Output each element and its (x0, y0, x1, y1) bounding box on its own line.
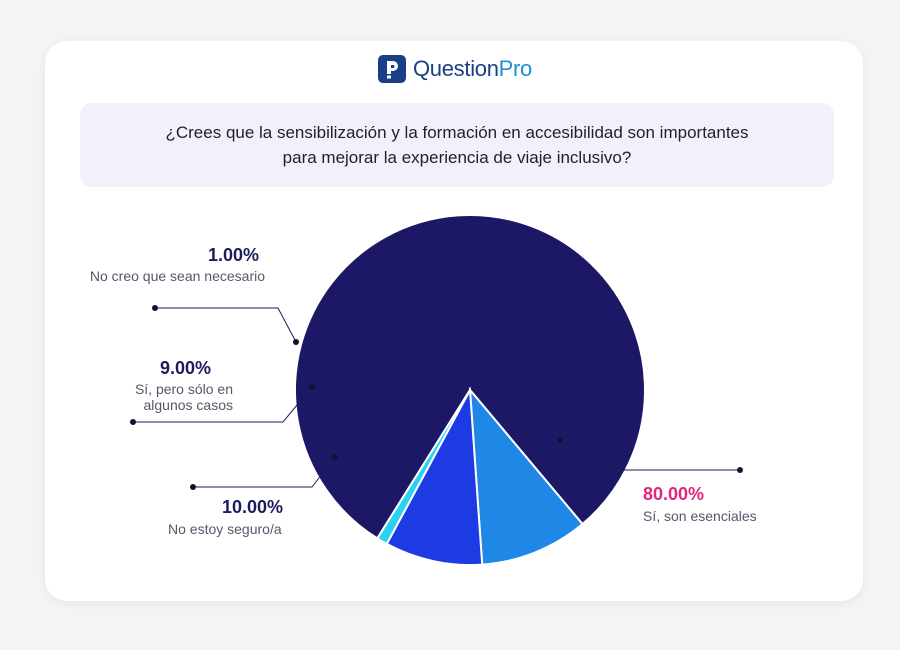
label-slice-1-desc: No estoy seguro/a (168, 521, 282, 537)
label-slice-3-desc: No creo que sean necesario (65, 268, 265, 284)
leader-dot-2-1 (130, 419, 136, 425)
leader-line-1 (193, 456, 336, 488)
leader-dot-1-1 (190, 484, 196, 490)
leader-line-0 (559, 439, 740, 471)
question-text: ¿Crees que la sensibilización y la forma… (165, 123, 749, 167)
pie-slice-2 (385, 386, 484, 566)
label-slice-0: 80.00% (643, 483, 704, 505)
label-slice-1: 10.00% (222, 496, 283, 518)
slice-1-description: No estoy seguro/a (168, 521, 282, 537)
label-slice-0-desc: Sí, son esenciales (643, 508, 757, 524)
pie-slice-3 (375, 389, 471, 546)
leader-dot-0-0 (557, 437, 563, 443)
leader-dot-3-1 (152, 305, 158, 311)
slice-2-percent: 9.00% (160, 358, 212, 378)
pie-slice-1 (468, 386, 584, 566)
leader-line-3 (155, 307, 297, 343)
slice-2-description: Sí, pero sólo en algunos casos (134, 381, 233, 413)
label-slice-2: 9.00% (160, 357, 211, 379)
slice-3-description: No creo que sean necesario (89, 268, 265, 284)
question-box: ¿Crees que la sensibilización y la forma… (80, 103, 834, 187)
slice-0-description: Sí, son esenciales (643, 508, 757, 524)
label-slice-2-desc: Sí, pero sólo en algunos casos (93, 381, 233, 413)
brand-name: QuestionPro (413, 56, 532, 81)
slice-0-percent: 80.00% (643, 484, 705, 504)
brand-logo: QuestionPro (378, 55, 532, 83)
leader-dot-0-1 (737, 467, 743, 473)
slice-1-percent: 10.00% (222, 497, 284, 517)
leader-dot-3-0 (293, 339, 299, 345)
leader-dot-2-0 (309, 384, 315, 390)
questionpro-logo-icon (378, 55, 406, 83)
label-slice-3: 1.00% (208, 244, 259, 266)
leader-dot-1-0 (332, 454, 338, 460)
pie-slice-0 (294, 214, 646, 540)
leader-line-2 (133, 386, 313, 423)
slice-3-percent: 1.00% (208, 245, 260, 265)
